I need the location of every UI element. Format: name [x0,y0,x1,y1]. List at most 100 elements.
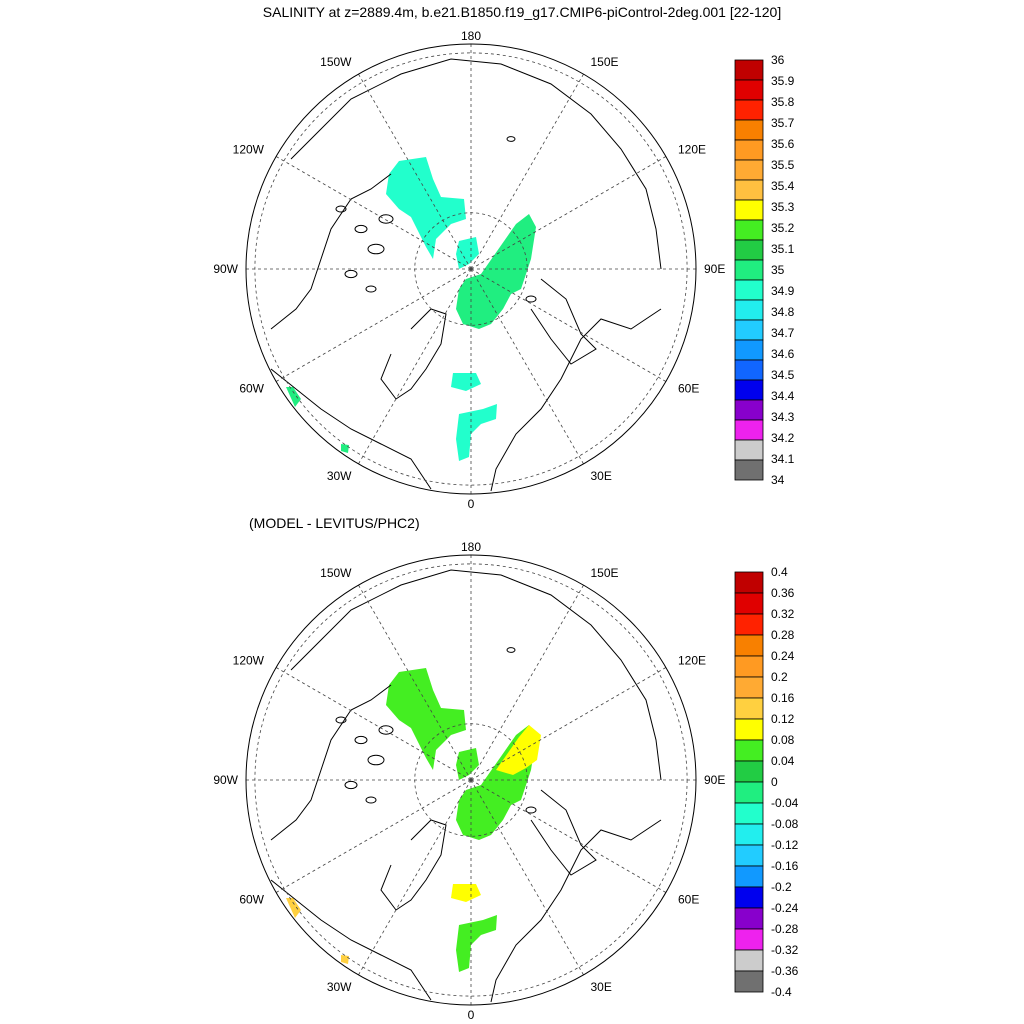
colorbar-label: 34 [771,473,785,487]
colorbar-swatch [734,339,764,361]
nordic-seas-patch [456,915,497,972]
colorbar-swatch [734,59,764,81]
colorbar: 36 35.9 35.8 35.7 35.6 35.5 35.4 35.3 35.2 35.1 35… [734,53,795,487]
colorbar-swatch [734,928,764,951]
longitude-label: 60E [678,382,699,396]
coastline [270,684,392,841]
colorbar-label: 0.2 [771,670,788,684]
coastline [270,368,432,490]
colorbar-label: 34.5 [771,368,795,382]
eurasian-basin-patch [456,214,536,329]
longitude-label: 90W [213,773,238,787]
colorbar-swatch [734,571,764,594]
nordic-seas-patch [456,404,497,461]
colorbar-swatch [734,239,764,261]
colorbar-swatch [734,359,764,381]
colorbar-label: 34.3 [771,410,795,424]
longitude-label: 180 [461,29,481,43]
meridian-line [470,779,584,976]
colorbar: 0.4 0.36 0.32 0.28 0.24 0.2 0.16 0.12 0.08 0.04 0 -… [734,565,799,999]
colorbar-label: 35 [771,263,785,277]
colorbar-label: -0.12 [771,838,799,852]
island-outline [378,725,394,735]
colorbar-swatch [734,79,764,101]
colorbar-label: 34.1 [771,452,795,466]
colorbar-swatch [734,613,764,636]
colorbar-swatch [734,319,764,341]
lomonosov-ridge-patch [456,748,479,780]
longitude-label: 0 [468,1008,475,1022]
colorbar-swatch [734,844,764,867]
longitude-label: 90E [704,262,725,276]
colorbar-swatch [734,159,764,181]
longitude-label: 90E [704,773,725,787]
longitude-label: 60E [678,893,699,907]
map-content [246,555,696,1005]
colorbar-swatch [734,179,764,201]
colorbar-swatch [734,99,764,121]
colorbar-label: 0.28 [771,628,795,642]
colorbar-swatch [734,676,764,699]
coastline [290,569,662,781]
coastline [270,879,432,1001]
meridian-line [470,268,667,382]
longitude-label: 120E [678,654,706,668]
island-outline [506,136,516,142]
colorbar-label: 35.7 [771,116,795,130]
colorbar-label: 35.2 [771,221,795,235]
coastline [290,58,662,270]
island-outline [354,224,368,234]
colorbar-swatch [734,760,764,783]
meridian-line [275,667,472,781]
colorbar-swatch [734,199,764,221]
colorbar-label: 34.7 [771,326,795,340]
colorbar-label: 35.8 [771,95,795,109]
colorbar-label: 35.6 [771,137,795,151]
map-content [246,44,696,494]
colorbar-swatch [734,119,764,141]
longitude-label: 150E [591,566,619,580]
parallel-line [414,723,528,837]
colorbar-swatch [734,802,764,825]
colorbar-label: -0.32 [771,943,799,957]
longitude-label: 180 [461,540,481,554]
colorbar-label: -0.4 [771,985,792,999]
colorbar-swatch [734,139,764,161]
colorbar-label: 34.9 [771,284,795,298]
parallel-line [254,563,688,997]
colorbar-label: 0.12 [771,712,795,726]
colorbar-label: 35.5 [771,158,795,172]
colorbar-label: 0 [771,775,778,789]
meridian-line [470,73,584,270]
island-outline [344,780,358,790]
labrador-sea-patch [286,387,301,407]
island-outline [378,214,394,224]
eurasian-basin-high-patch [496,725,541,775]
island-outline [344,269,358,279]
meridian-line [275,156,472,270]
colorbar-swatch [734,949,764,972]
colorbar-swatch [734,970,764,993]
island-outline [365,285,377,293]
longitude-label: 30E [591,980,612,994]
longitude-label: 150E [591,55,619,69]
north-atlantic-patch [341,955,349,964]
island-outline [367,754,385,766]
map-border [245,554,697,1006]
colorbar-label: -0.28 [771,922,799,936]
colorbar-label: 34.6 [771,347,795,361]
colorbar-label: 0.08 [771,733,795,747]
colorbar-label: 34.2 [771,431,795,445]
colorbar-swatch [734,592,764,615]
coastline [530,789,597,876]
colorbar-swatch [734,655,764,678]
meridian-line [358,584,472,781]
meridian-line [358,73,472,270]
chart-title: (MODEL - LEVITUS/PHC2) [249,515,420,531]
longitude-label: 60W [239,893,264,907]
coastline [490,308,662,492]
colorbar-swatch [734,739,764,762]
meridian-line [470,268,584,465]
colorbar-label: -0.04 [771,796,799,810]
parallel-line [254,52,688,486]
